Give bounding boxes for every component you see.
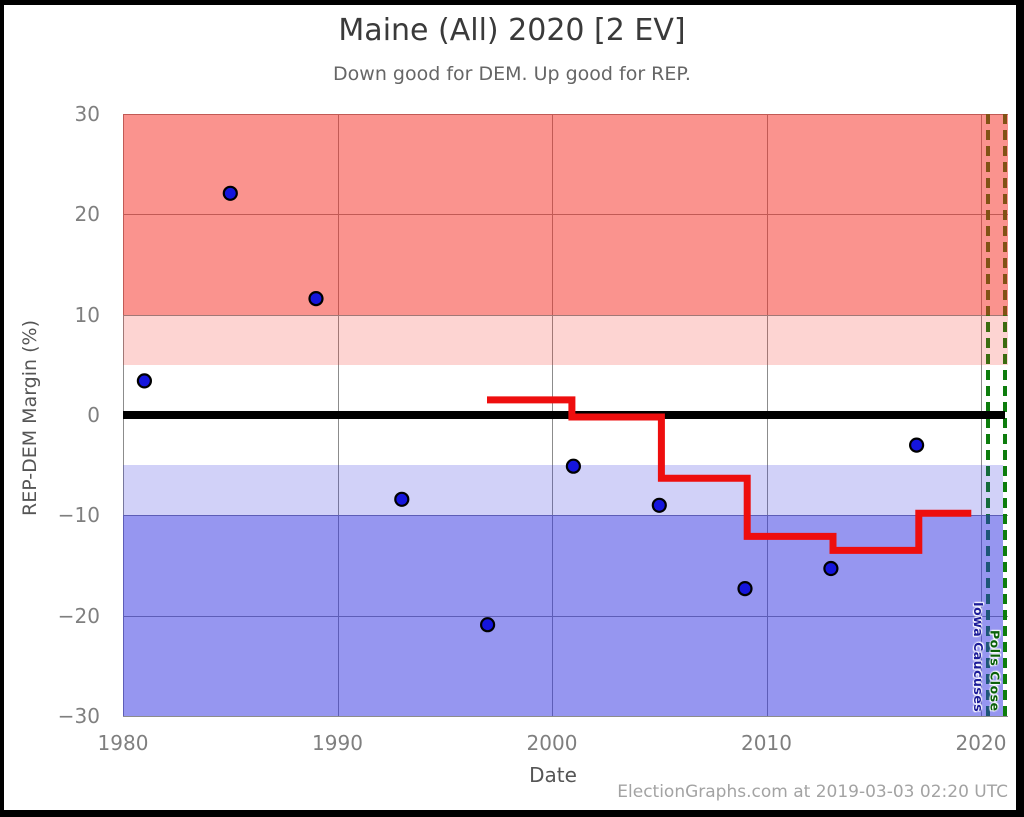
election-result-dot-1992 <box>394 491 410 507</box>
election-result-dot-1980 <box>136 373 152 389</box>
x-tick-2010: 2010 <box>741 731 792 755</box>
band-weak-dem <box>123 465 1003 516</box>
event-label-iowa-caucuses: Iowa Caucuses <box>971 601 987 712</box>
election-result-dot-2000 <box>565 458 581 474</box>
election-result-dot-1988 <box>308 291 324 307</box>
gridline-margin--30 <box>123 716 1008 717</box>
y-tick-10: 10 <box>74 302 100 327</box>
x-axis-title: Date <box>529 763 577 787</box>
x-tick-1980: 1980 <box>97 731 149 755</box>
data-layer <box>136 185 972 633</box>
window-border-top <box>0 0 1024 5</box>
plot-area: Iowa Caucuses Polls Close <box>123 114 1008 717</box>
election-result-dot-2004 <box>651 497 667 513</box>
window-border-left <box>0 0 4 817</box>
window-border-bottom <box>0 810 1024 817</box>
y-tick-30: 30 <box>74 102 100 126</box>
y-tick-0: 0 <box>87 403 100 427</box>
election-result-dot-1984 <box>222 185 238 201</box>
event-label-polls-close: Polls Close <box>987 630 1003 712</box>
election-result-dot-2008 <box>737 581 753 597</box>
x-tick-1990: 1990 <box>312 731 363 755</box>
y-tick--10: −10 <box>57 503 100 528</box>
band-strong-rep <box>123 114 1008 315</box>
window-border-right <box>1016 0 1024 817</box>
y-tick-20: 20 <box>74 202 100 227</box>
chart-subtitle: Down good for DEM. Up good for REP. <box>333 63 691 85</box>
band-weak-rep <box>123 314 1008 365</box>
election-result-dot-1996 <box>480 617 496 633</box>
chart-title: Maine (All) 2020 [2 EV] <box>338 13 686 48</box>
y-tick--30: −30 <box>57 704 100 728</box>
y-tick--20: −20 <box>57 603 100 628</box>
x-tick-2000: 2000 <box>526 731 578 755</box>
x-tick-2020: 2020 <box>955 731 1007 755</box>
election-result-dot-2016 <box>908 437 925 453</box>
gridline-margin-10 <box>123 314 1008 316</box>
poll-average-step-line <box>487 396 972 554</box>
footer-credit: ElectionGraphs.com at 2019-03-03 02:20 U… <box>617 782 1008 802</box>
election-result-dot-2012 <box>823 560 839 577</box>
zero-margin-line <box>123 411 1005 419</box>
